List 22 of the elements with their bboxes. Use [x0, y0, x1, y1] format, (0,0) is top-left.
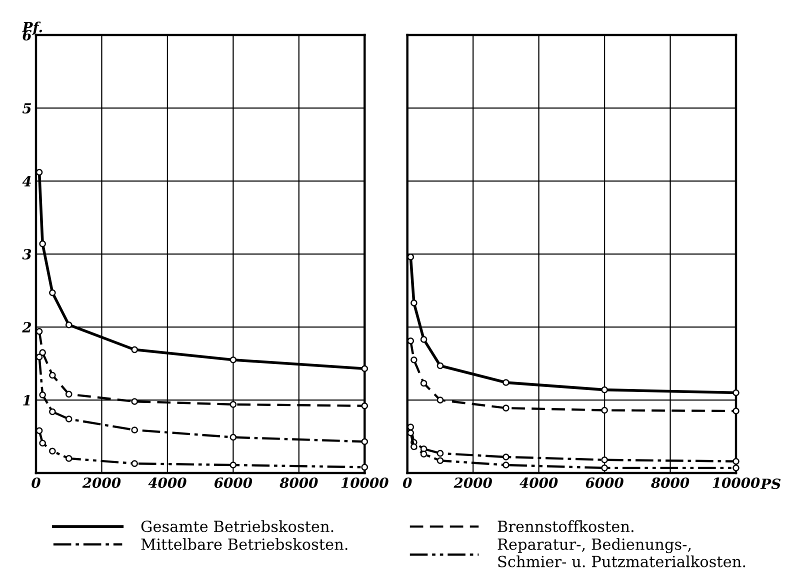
x-tick-label: 4000 — [520, 477, 558, 488]
y-tick-label: 5 — [22, 103, 32, 114]
x-tick-label: 8000 — [280, 477, 318, 488]
x-tick-label: 2000 — [454, 477, 492, 488]
x-tick-label: 0 — [402, 477, 412, 488]
x-tick-label: 10000 — [712, 477, 760, 488]
y-tick-label: 2 — [22, 322, 32, 332]
x-tick-label: 10000 — [341, 477, 388, 488]
x-tick-label: 2000 — [82, 477, 121, 488]
x-tick-label: 8000 — [651, 477, 690, 488]
y-tick-label: 3 — [22, 249, 32, 260]
legend-label: Brennstoffkosten. — [498, 520, 634, 532]
x-tick-label: 6000 — [214, 477, 252, 488]
x-tick-label: 0 — [32, 477, 40, 488]
legend-label: Gesamte Betriebskosten. — [141, 520, 334, 532]
legend-label: Mittelbare Betriebskosten. — [141, 538, 348, 550]
x-axis-title: PS — [760, 478, 781, 490]
x-tick-label: 4000 — [148, 477, 186, 488]
x-tick-label: 6000 — [586, 477, 624, 488]
y-tick-label: 1 — [23, 395, 30, 406]
legend-label: Reparatur-, Bedienungs-, Schmier- u. Putzmaterialkosten. — [498, 538, 746, 568]
y-tick-label: 4 — [22, 176, 31, 186]
